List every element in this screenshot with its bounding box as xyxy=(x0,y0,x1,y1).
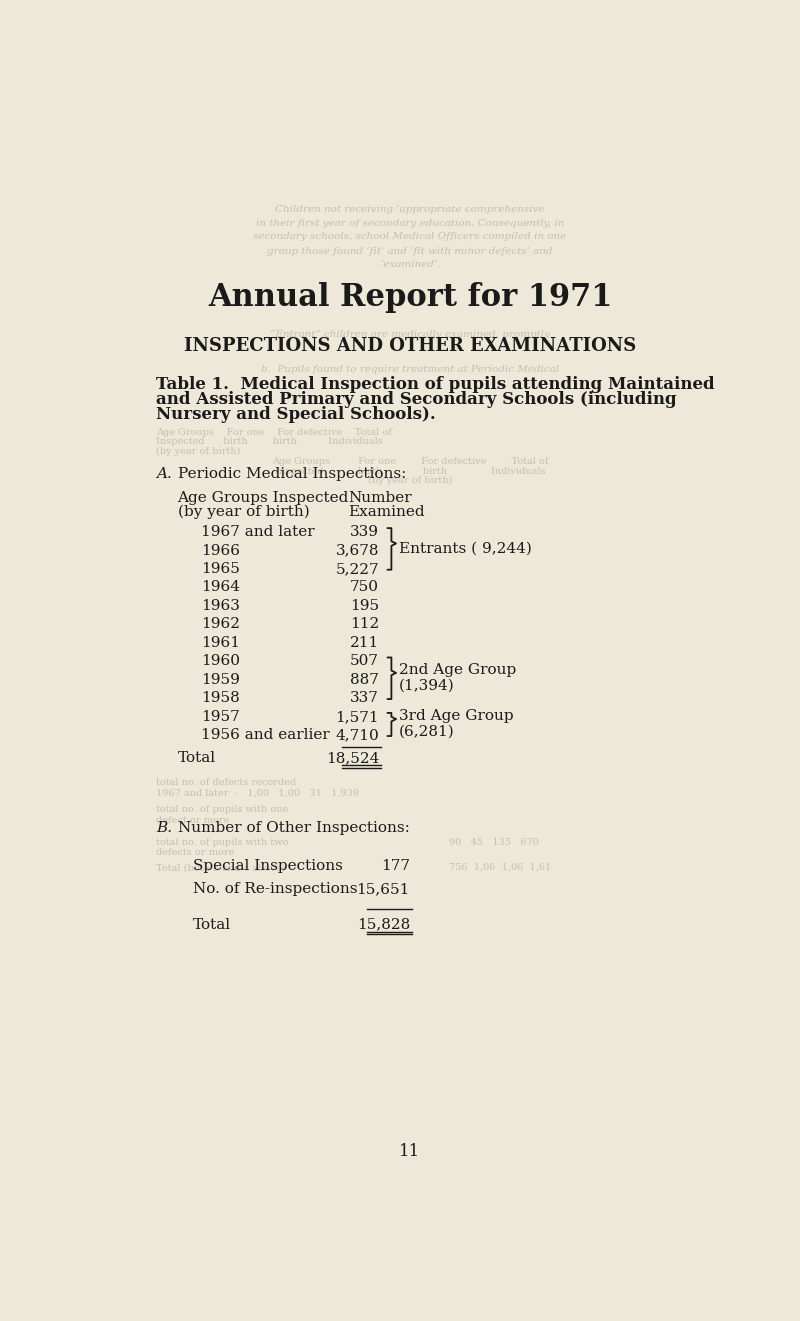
Text: Age Groups Inspected: Age Groups Inspected xyxy=(178,491,349,505)
Text: 2nd Age Group: 2nd Age Group xyxy=(399,663,517,676)
Text: 4,710: 4,710 xyxy=(335,728,379,742)
Text: 18,524: 18,524 xyxy=(326,752,379,765)
Text: Inspected      birth        birth          Individuals: Inspected birth birth Individuals xyxy=(156,437,382,446)
Text: Nursery and Special Schools).: Nursery and Special Schools). xyxy=(156,407,435,424)
Text: 1967 and later: 1967 and later xyxy=(201,524,314,539)
Text: 177: 177 xyxy=(381,859,410,873)
Text: Total: Total xyxy=(193,918,231,931)
Text: 756  1,06  1,06  1,61: 756 1,06 1,06 1,61 xyxy=(449,863,551,872)
Text: 507: 507 xyxy=(350,654,379,668)
Text: 1957: 1957 xyxy=(201,709,239,724)
Text: 1965: 1965 xyxy=(201,561,240,576)
Text: Entrants ( 9,244): Entrants ( 9,244) xyxy=(399,542,532,555)
Text: 887: 887 xyxy=(350,672,379,687)
Text: Total: Total xyxy=(178,752,216,765)
Text: 195: 195 xyxy=(350,598,379,613)
Text: B.: B. xyxy=(156,820,172,835)
Text: 90   45   135   670: 90 45 135 670 xyxy=(449,838,538,847)
Text: secondary schools, school Medical Officers compiled in one: secondary schools, school Medical Office… xyxy=(254,232,566,242)
Text: Inspected           birth             birth              Individuals: Inspected birth birth Individuals xyxy=(274,466,546,476)
Text: No. of Re-inspections: No. of Re-inspections xyxy=(193,882,358,897)
Text: (by year of birth): (by year of birth) xyxy=(368,476,452,485)
Text: (by year of birth): (by year of birth) xyxy=(156,446,240,456)
Text: b.  Pupils found to require treatment at Periodic Medical: b. Pupils found to require treatment at … xyxy=(261,365,559,374)
Text: total no. of pupils with two: total no. of pupils with two xyxy=(156,838,288,847)
Text: Special Inspections: Special Inspections xyxy=(193,859,343,873)
Text: 750: 750 xyxy=(350,580,379,594)
Text: 15,828: 15,828 xyxy=(357,918,410,931)
Text: defects or more: defects or more xyxy=(156,848,234,857)
Text: 1,571: 1,571 xyxy=(335,709,379,724)
Text: Total (both b and c above): Total (both b and c above) xyxy=(156,863,285,872)
Text: (6,281): (6,281) xyxy=(399,724,455,738)
Text: 1963: 1963 xyxy=(201,598,240,613)
Text: 1956 and earlier: 1956 and earlier xyxy=(201,728,330,742)
Text: 3,678: 3,678 xyxy=(335,543,379,557)
Text: 1960: 1960 xyxy=(201,654,240,668)
Text: 339: 339 xyxy=(350,524,379,539)
Text: group those found ‘fit’ and ‘fit with minor defects’ and: group those found ‘fit’ and ‘fit with mi… xyxy=(267,246,553,256)
Text: and Assisted Primary and Secondary Schools (including: and Assisted Primary and Secondary Schoo… xyxy=(156,391,677,408)
Text: 5,227: 5,227 xyxy=(335,561,379,576)
Text: total no. of defects recorded: total no. of defects recorded xyxy=(156,778,296,787)
Text: (by year of birth): (by year of birth) xyxy=(178,505,310,519)
Text: defect or more: defect or more xyxy=(156,816,229,826)
Text: 11: 11 xyxy=(399,1143,421,1160)
Text: Periodic Medical Inspections:: Periodic Medical Inspections: xyxy=(178,466,406,481)
Text: Annual Report for 1971: Annual Report for 1971 xyxy=(208,281,612,313)
Text: 1961: 1961 xyxy=(201,635,240,650)
Text: Number: Number xyxy=(348,491,412,505)
Text: Examined: Examined xyxy=(348,505,425,519)
Text: 112: 112 xyxy=(350,617,379,631)
Text: Age Groups         For one        For defective        Total of: Age Groups For one For defective Total o… xyxy=(272,457,548,466)
Text: A.: A. xyxy=(156,466,172,481)
Text: (1,394): (1,394) xyxy=(399,678,455,692)
Text: 1958: 1958 xyxy=(201,691,239,705)
Text: Table 1.  Medical Inspection of pupils attending Maintained: Table 1. Medical Inspection of pupils at… xyxy=(156,375,714,392)
Text: INSPECTIONS AND OTHER EXAMINATIONS: INSPECTIONS AND OTHER EXAMINATIONS xyxy=(184,337,636,355)
Text: Children not receiving ‘appropriate comprehensive: Children not receiving ‘appropriate comp… xyxy=(275,205,545,214)
Text: 1964: 1964 xyxy=(201,580,240,594)
Text: in their first year of secondary education. Consequently, in: in their first year of secondary educati… xyxy=(256,218,564,227)
Text: Age Groups    For one    For defective    Total of: Age Groups For one For defective Total o… xyxy=(156,428,392,437)
Text: ‘examined’.: ‘examined’. xyxy=(380,260,440,269)
Text: 3rd Age Group: 3rd Age Group xyxy=(399,709,514,723)
Text: Number of Other Inspections:: Number of Other Inspections: xyxy=(178,820,410,835)
Text: 1962: 1962 xyxy=(201,617,240,631)
Text: total no. of pupils with one: total no. of pupils with one xyxy=(156,806,288,814)
Text: 1966: 1966 xyxy=(201,543,240,557)
Text: 15,651: 15,651 xyxy=(357,882,410,897)
Text: 1967 and later  -   1,00   1,00   31   1,939: 1967 and later - 1,00 1,00 31 1,939 xyxy=(156,789,359,798)
Text: 211: 211 xyxy=(350,635,379,650)
Text: “Entrant” children are medically examined, promptly: “Entrant” children are medically examine… xyxy=(270,329,550,338)
Text: 337: 337 xyxy=(350,691,379,705)
Text: 1959: 1959 xyxy=(201,672,240,687)
